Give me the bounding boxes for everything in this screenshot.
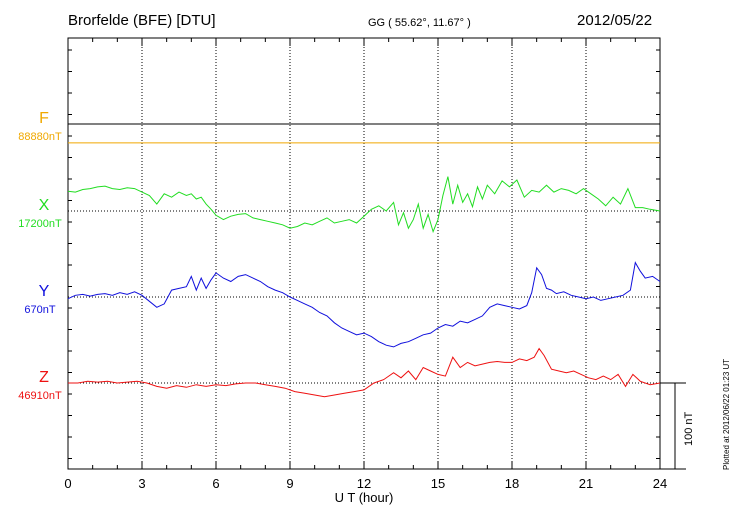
x-tick-label: 21: [579, 476, 593, 491]
series-baseline-label-F: 88880nT: [18, 131, 62, 143]
x-tick-labels: 0 3 6 9 12 15 18 21 24: [64, 476, 667, 491]
x-tick-label: 18: [505, 476, 519, 491]
series-name-F: F: [39, 110, 49, 127]
vertical-grid: [141, 38, 587, 469]
series-baseline-label-Z: 46910nT: [18, 390, 62, 402]
x-tick-label: 0: [64, 476, 71, 491]
series-name-X: X: [39, 197, 50, 214]
scale-bar-label: 100 nT: [683, 411, 695, 446]
series-baselines: [68, 123, 660, 384]
series-lines: [67, 142, 661, 398]
x-tick-label: 3: [138, 476, 145, 491]
plotted-footnote: Plotted at 2012/06/22 01:23 UT: [722, 358, 730, 470]
series-name-Z: Z: [39, 369, 49, 386]
series-baseline-label-X: 17200nT: [18, 218, 62, 230]
station-coordinates: GG ( 55.62°, 11.67° ): [368, 17, 471, 29]
x-tick-label: 15: [431, 476, 445, 491]
series-name-Y: Y: [39, 283, 50, 300]
x-tick-label: 12: [357, 476, 371, 491]
chart-date: 2012/05/22: [577, 12, 653, 29]
series-line-Z: [68, 347, 661, 398]
x-axis-label: U T (hour): [335, 490, 394, 505]
series-line-Y: [67, 261, 661, 348]
series-labels: F 88880nT X 17200nT Y 670nT Z 46910nT: [18, 110, 62, 402]
series-baseline-label-Y: 670nT: [24, 304, 55, 316]
station-title: Brorfelde (BFE) [DTU]: [68, 12, 216, 29]
x-tick-label: 6: [212, 476, 219, 491]
x-tick-label: 24: [653, 476, 667, 491]
axis-ticks: [67, 38, 661, 469]
x-tick-label: 9: [286, 476, 293, 491]
series-line-X: [67, 176, 661, 234]
scale-bar: 100 nT: [660, 382, 695, 470]
